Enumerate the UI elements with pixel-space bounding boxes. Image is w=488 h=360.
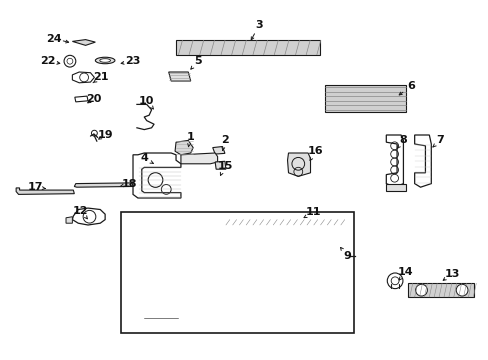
Polygon shape	[414, 135, 430, 187]
Polygon shape	[386, 184, 405, 191]
Polygon shape	[129, 218, 342, 284]
Ellipse shape	[95, 57, 115, 64]
Polygon shape	[72, 208, 105, 225]
Text: 16: 16	[307, 146, 323, 156]
Text: 9: 9	[343, 251, 350, 261]
Bar	[144, 311, 177, 325]
Polygon shape	[72, 40, 95, 45]
Polygon shape	[74, 183, 133, 187]
Polygon shape	[386, 135, 403, 187]
Polygon shape	[16, 188, 74, 194]
Bar	[407, 283, 473, 297]
Text: 1: 1	[186, 132, 194, 142]
Text: 4: 4	[140, 153, 148, 163]
Text: 15: 15	[217, 161, 232, 171]
Text: 13: 13	[444, 269, 459, 279]
Circle shape	[455, 284, 467, 296]
Text: 3: 3	[255, 20, 263, 30]
Polygon shape	[212, 147, 224, 154]
Text: 23: 23	[125, 56, 141, 66]
Text: 7: 7	[435, 135, 443, 145]
Circle shape	[415, 284, 427, 296]
Text: 11: 11	[305, 207, 320, 217]
Polygon shape	[129, 221, 151, 270]
Text: 17: 17	[27, 182, 43, 192]
Polygon shape	[215, 161, 225, 169]
Bar	[121, 212, 353, 333]
Text: 18: 18	[122, 179, 137, 189]
Polygon shape	[181, 153, 217, 164]
Polygon shape	[133, 153, 181, 198]
Polygon shape	[175, 140, 193, 155]
Polygon shape	[224, 220, 342, 225]
Polygon shape	[72, 72, 94, 83]
Bar	[176, 40, 320, 55]
Polygon shape	[66, 217, 72, 223]
Text: 8: 8	[399, 135, 407, 145]
Text: 6: 6	[406, 81, 414, 91]
Polygon shape	[168, 72, 190, 81]
Bar	[188, 310, 211, 327]
Ellipse shape	[100, 59, 110, 62]
Text: 24: 24	[46, 33, 61, 44]
Text: 5: 5	[194, 56, 202, 66]
Text: 19: 19	[97, 130, 113, 140]
Text: 10: 10	[139, 96, 154, 106]
Bar	[325, 85, 405, 112]
Text: 12: 12	[73, 206, 88, 216]
Text: 21: 21	[93, 72, 109, 82]
Text: 20: 20	[86, 94, 102, 104]
Polygon shape	[75, 96, 88, 102]
Text: 22: 22	[40, 56, 56, 66]
Polygon shape	[287, 153, 310, 176]
Text: 14: 14	[397, 267, 413, 277]
Polygon shape	[151, 230, 332, 266]
Text: 2: 2	[221, 135, 228, 145]
